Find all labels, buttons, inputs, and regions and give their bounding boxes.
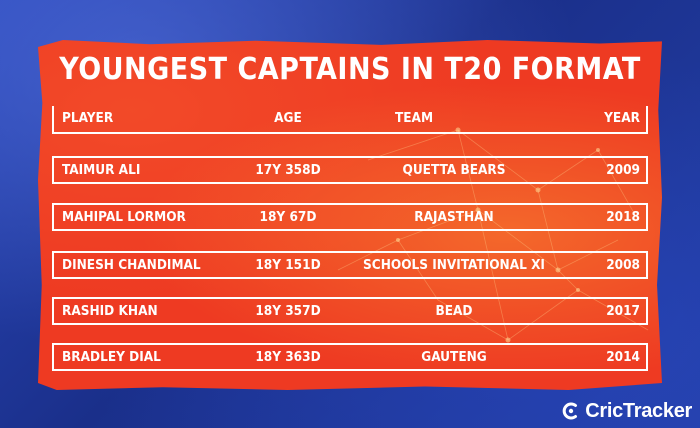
captaincy-year: 2014	[606, 349, 640, 365]
player-team: QUETTA BEARS	[402, 162, 506, 178]
table-header: PLAYER AGE TEAM YEAR	[52, 106, 648, 134]
table-row: DINESH CHANDIMAL 18Y 151D SCHOOLS INVITA…	[52, 251, 648, 279]
player-age: 18Y 151D	[255, 257, 321, 273]
player-team: GAUTENG	[421, 349, 487, 365]
brand-name: CricTracker	[585, 399, 692, 422]
captaincy-year: 2017	[606, 303, 640, 319]
table-row: BRADLEY DIAL 18Y 363D GAUTENG 2014	[52, 343, 648, 371]
crictracker-logo-icon	[562, 402, 578, 420]
red-panel	[38, 40, 662, 390]
header-team: TEAM	[394, 110, 434, 126]
captaincy-year: 2008	[606, 257, 640, 273]
player-name: BRADLEY DIAL	[62, 349, 161, 365]
captaincy-year: 2018	[606, 209, 640, 225]
player-team: SCHOOLS INVITATIONAL XI	[363, 257, 545, 273]
header-age: AGE	[274, 110, 302, 126]
player-name: MAHIPAL LORMOR	[62, 209, 186, 225]
header-year: YEAR	[604, 110, 640, 126]
player-team: RAJASTHAN	[414, 209, 494, 225]
player-name: TAIMUR ALI	[62, 162, 141, 178]
player-age: 18Y 67D	[259, 209, 317, 225]
header-player: PLAYER	[62, 110, 114, 126]
player-team: BEAD	[435, 303, 473, 319]
player-age: 18Y 357D	[255, 303, 321, 319]
player-age: 17Y 358D	[255, 162, 321, 178]
table-row: TAIMUR ALI 17Y 358D QUETTA BEARS 2009	[52, 156, 648, 184]
brand-logo: CricTracker	[561, 398, 692, 424]
player-name: RASHID KHAN	[62, 303, 158, 319]
table-row: RASHID KHAN 18Y 357D BEAD 2017	[52, 297, 648, 325]
player-name: DINESH CHANDIMAL	[62, 257, 201, 273]
captaincy-year: 2009	[606, 162, 640, 178]
player-age: 18Y 363D	[255, 349, 321, 365]
table-row: MAHIPAL LORMOR 18Y 67D RAJASTHAN 2018	[52, 203, 648, 231]
page-title: YOUNGEST CAPTAINS IN T20 FORMAT	[59, 52, 641, 87]
